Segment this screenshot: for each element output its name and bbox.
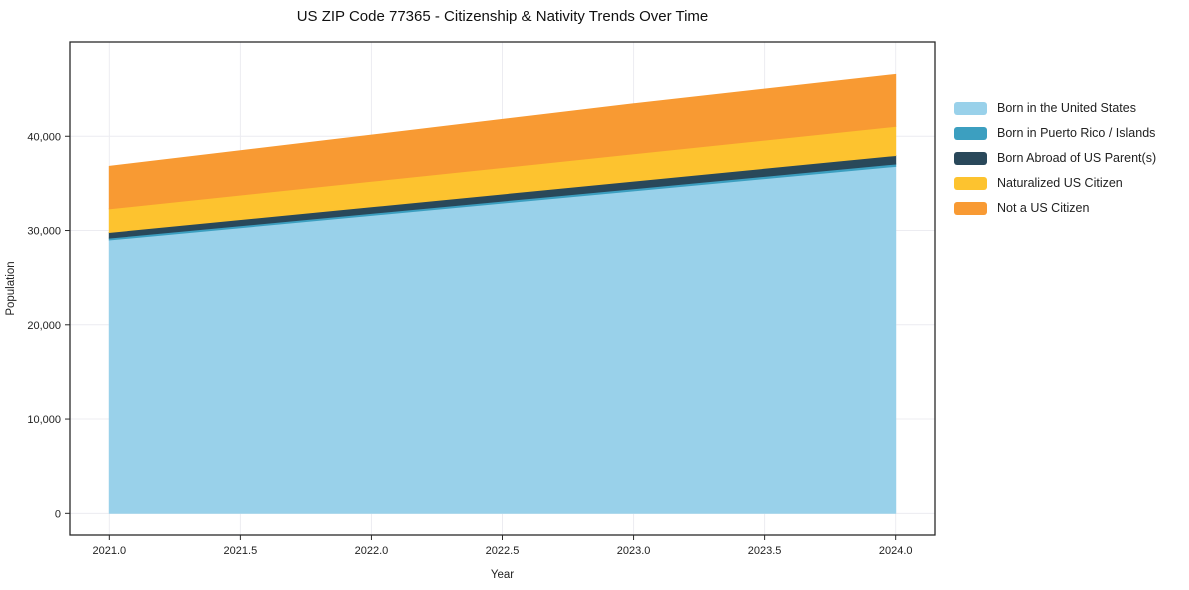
legend-label: Not a US Citizen xyxy=(997,201,1090,215)
legend-label: Born in the United States xyxy=(997,101,1136,115)
chart-title: US ZIP Code 77365 - Citizenship & Nativi… xyxy=(296,8,709,25)
x-axis-label: Year xyxy=(491,569,514,581)
x-tick-label: 2022.0 xyxy=(355,545,389,557)
legend-item: Naturalized US Citizen xyxy=(954,176,1156,190)
x-tick-label: 2022.5 xyxy=(486,545,520,557)
legend-label: Born in Puerto Rico / Islands xyxy=(997,126,1156,140)
legend-item: Born in the United States xyxy=(954,101,1156,115)
legend-swatch xyxy=(954,176,987,190)
y-tick-label: 40,000 xyxy=(27,131,61,143)
x-tick-label: 2021.5 xyxy=(224,545,258,557)
x-tick-label: 2023.0 xyxy=(617,545,651,557)
y-tick-label: 30,000 xyxy=(27,226,61,238)
y-tick-label: 20,000 xyxy=(27,320,61,332)
legend-item: Not a US Citizen xyxy=(954,201,1156,215)
y-axis-label: Population xyxy=(5,261,17,315)
legend-item: Born in Puerto Rico / Islands xyxy=(954,126,1156,140)
legend-swatch xyxy=(954,101,987,115)
y-tick-label: 10,000 xyxy=(27,414,61,426)
y-tick-label: 0 xyxy=(55,508,61,520)
legend-swatch xyxy=(954,151,987,165)
x-tick-label: 2021.0 xyxy=(92,545,126,557)
legend-label: Born Abroad of US Parent(s) xyxy=(997,151,1157,165)
legend: Born in the United States Born in Puerto … xyxy=(954,101,1156,215)
x-tick-label: 2023.5 xyxy=(748,545,782,557)
area-series xyxy=(108,73,897,210)
legend-swatch xyxy=(954,201,987,215)
legend-item: Born Abroad of US Parent(s) xyxy=(954,151,1156,165)
x-tick-label: 2024.0 xyxy=(879,545,913,557)
legend-swatch xyxy=(954,126,987,140)
legend-label: Naturalized US Citizen xyxy=(997,176,1123,190)
